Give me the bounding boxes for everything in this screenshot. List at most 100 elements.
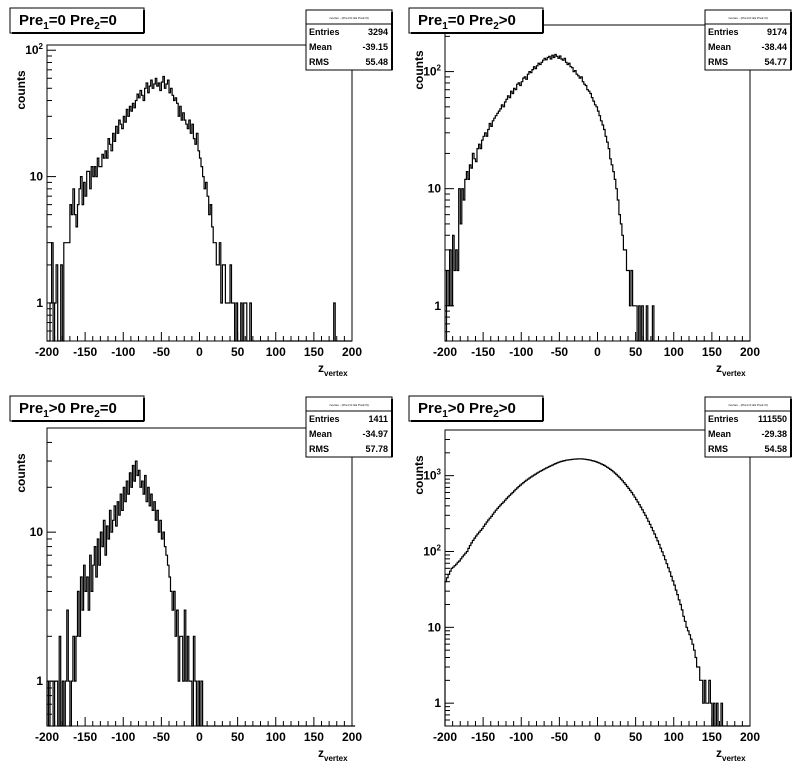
y-tick-label: 10 — [428, 182, 442, 196]
stats-label: Mean — [708, 429, 731, 439]
x-axis-label: zvertex — [318, 746, 348, 763]
stats-label: RMS — [309, 57, 329, 67]
stats-header: zvertex - (Pre1>0 && Pre2=0) — [329, 403, 369, 407]
title-text: Pre1>0 Pre2=0 — [19, 400, 117, 420]
y-tick-label: 102 — [25, 42, 43, 57]
stats-value: 57.78 — [365, 444, 388, 454]
x-tick-label: 0 — [594, 345, 601, 359]
panel-title: Pre1>0 Pre2>0 — [408, 395, 544, 422]
y-tick-label: 1 — [434, 696, 441, 710]
x-axis-label: zvertex — [716, 361, 746, 378]
x-tick-label: 0 — [196, 345, 203, 359]
y-axis-label: counts — [14, 453, 28, 493]
stats-label: Entries — [708, 27, 739, 37]
stats-box: zvertex - (Pre1=0 && Pre2=0) Entries 3294 M… — [305, 9, 393, 71]
histogram-panel-2: -200 -150 -100 -50 0 50 100 150 200 1 10 102 zvertex… — [408, 7, 792, 378]
y-tick-label: 10 — [30, 170, 44, 184]
stats-header: zvertex - (Pre1=0 && Pre2=0) — [329, 16, 369, 20]
x-tick-label: 0 — [196, 730, 203, 744]
x-tick-label: -200 — [433, 345, 457, 359]
stats-value: 1411 — [368, 414, 388, 424]
x-tick-label: -50 — [153, 345, 171, 359]
stats-box: zvertex - (Pre1>0 && Pre2>0) Entries 11155… — [704, 396, 792, 458]
stats-frame — [305, 9, 393, 71]
x-tick-label: -100 — [509, 345, 533, 359]
panel-title: Pre1>0 Pre2=0 — [9, 395, 145, 422]
x-tick-label: 100 — [266, 730, 286, 744]
x-tick-label: -150 — [73, 345, 97, 359]
x-tick-label: 200 — [342, 345, 362, 359]
x-tick-label: -100 — [111, 730, 135, 744]
x-tick-label: -150 — [471, 730, 495, 744]
stats-value: 111550 — [758, 414, 787, 424]
histogram-line — [445, 53, 750, 342]
y-tick-label: 1 — [36, 674, 43, 688]
y-tick-label: 1 — [434, 299, 441, 313]
stats-frame — [704, 396, 792, 458]
x-tick-label: 150 — [304, 730, 324, 744]
y-axis-label: counts — [14, 70, 28, 110]
stats-value: 55.48 — [365, 57, 388, 67]
x-tick-label: 0 — [594, 730, 601, 744]
panel-title: Pre1=0 Pre2>0 — [408, 7, 544, 34]
x-tick-label: -200 — [35, 730, 59, 744]
stats-label: Entries — [309, 27, 340, 37]
histogram-panel-3: -200 -150 -100 -50 0 50 100 150 200 1 10 zvertex cou… — [9, 395, 393, 763]
y-tick-label: 1 — [36, 296, 43, 310]
x-tick-label: -50 — [153, 730, 171, 744]
y-tick-label: 103 — [423, 468, 441, 483]
stats-value: -38.44 — [761, 42, 787, 52]
stats-frame — [704, 9, 792, 71]
stats-label: Mean — [309, 429, 332, 439]
x-tick-label: 200 — [740, 345, 760, 359]
x-tick-label: -200 — [433, 730, 457, 744]
stats-label: Entries — [708, 414, 739, 424]
stats-header: zvertex - (Pre1=0 && Pre2>0) — [728, 16, 768, 20]
stats-box: zvertex - (Pre1>0 && Pre2=0) Entries 1411 M… — [305, 396, 393, 458]
stats-label: RMS — [309, 444, 329, 454]
y-tick-label: 10 — [30, 525, 44, 539]
x-axis-label: zvertex — [716, 746, 746, 763]
stats-label: Mean — [708, 42, 731, 52]
stats-frame — [305, 396, 393, 458]
x-tick-label: 150 — [702, 730, 722, 744]
x-tick-label: 50 — [231, 730, 245, 744]
stats-value: -29.38 — [761, 429, 787, 439]
x-tick-label: -50 — [551, 345, 569, 359]
histogram-line — [444, 458, 750, 727]
y-axis-label: counts — [412, 455, 426, 495]
panel-title: Pre1=0 Pre2=0 — [9, 7, 145, 34]
stats-value: 54.77 — [764, 57, 787, 67]
y-axis-label: counts — [412, 50, 426, 90]
title-text: Pre1=0 Pre2>0 — [418, 12, 516, 32]
x-tick-label: 50 — [629, 345, 643, 359]
x-tick-label: -100 — [111, 345, 135, 359]
plot-frame — [444, 24, 751, 342]
title-box — [9, 395, 145, 422]
y-tick-label: 102 — [423, 543, 441, 558]
stats-value: -34.97 — [362, 429, 388, 439]
histogram-panel-4: -200 -150 -100 -50 0 50 100 150 200 1 10 102 103 zver… — [408, 395, 792, 763]
x-tick-label: -150 — [73, 730, 97, 744]
stats-label: RMS — [708, 444, 728, 454]
stats-label: Entries — [309, 414, 340, 424]
y-tick-label: 10 — [428, 620, 442, 634]
histogram-panel-1: -200 -150 -100 -50 0 50 100 150 200 1 10 102 zvertex… — [9, 7, 393, 378]
y-tick-label: 102 — [423, 64, 441, 79]
x-tick-label: 50 — [231, 345, 245, 359]
x-tick-label: 50 — [629, 730, 643, 744]
stats-value: 9174 — [767, 27, 787, 37]
x-tick-label: 200 — [342, 730, 362, 744]
stats-label: RMS — [708, 57, 728, 67]
x-tick-label: -200 — [35, 345, 59, 359]
x-tick-label: 200 — [740, 730, 760, 744]
x-tick-label: 150 — [702, 345, 722, 359]
stats-label: Mean — [309, 42, 332, 52]
stats-header: zvertex - (Pre1>0 && Pre2>0) — [728, 403, 768, 407]
x-tick-label: -50 — [551, 730, 569, 744]
histogram-line — [47, 75, 352, 342]
x-tick-label: 100 — [664, 730, 684, 744]
title-text: Pre1>0 Pre2>0 — [418, 400, 516, 420]
histogram-line — [46, 460, 356, 727]
